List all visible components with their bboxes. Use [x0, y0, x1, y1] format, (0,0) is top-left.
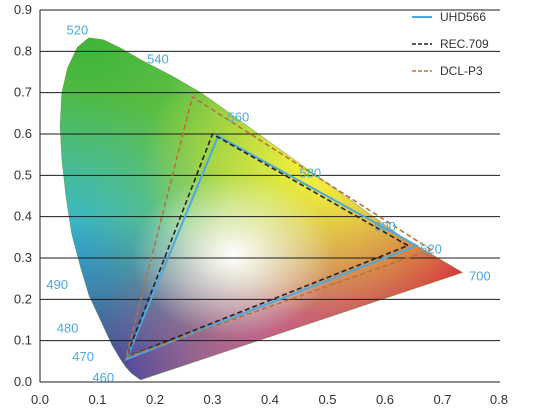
- wavelength-label-540: 540: [147, 52, 169, 67]
- y-tick-label-6: 0.6: [14, 126, 32, 141]
- gamut-triangles: [124, 95, 433, 362]
- wavelength-label-600: 600: [374, 219, 396, 234]
- y-tick-label-7: 0.7: [14, 85, 32, 100]
- wavelength-label-490: 490: [46, 277, 68, 292]
- y-tick-label-3: 0.3: [14, 250, 32, 265]
- spectral-locus-outline: [59, 37, 464, 381]
- y-tick-label-5: 0.5: [14, 167, 32, 182]
- wavelength-label-560: 560: [228, 109, 250, 124]
- x-tick-label-7: 0.7: [433, 392, 451, 407]
- gamut-dcl-p3: [125, 95, 433, 359]
- legend-label-2: DCL-P3: [440, 64, 483, 78]
- wavelength-label-520: 520: [67, 23, 89, 38]
- x-tick-label-1: 0.1: [88, 392, 106, 407]
- legend: UHD566 REC.709 DCL-P3: [412, 10, 489, 78]
- legend-label-0: UHD566: [440, 10, 486, 24]
- y-tick-label-0: 0.0: [14, 374, 32, 389]
- y-tick-label-4: 0.4: [14, 209, 32, 224]
- wavelength-label-580: 580: [299, 165, 321, 180]
- y-tick-label-8: 0.8: [14, 43, 32, 58]
- x-tick-label-6: 0.6: [376, 392, 394, 407]
- wavelength-label-620: 620: [420, 242, 442, 257]
- gamut-uhd566: [124, 134, 419, 362]
- wavelength-labels: 520 540 560 580 600 620 700 490 480 470 460: [46, 23, 490, 385]
- x-tick-label-8: 0.8: [490, 392, 508, 407]
- x-tick-label-5: 0.5: [318, 392, 336, 407]
- y-tick-labels: 0.0 0.1 0.2 0.3 0.4 0.5 0.6 0.7 0.8 0.9: [14, 2, 32, 389]
- x-tick-label-3: 0.3: [203, 392, 221, 407]
- gridlines: [40, 9, 500, 342]
- y-tick-label-2: 0.2: [14, 291, 32, 306]
- x-tick-label-4: 0.4: [261, 392, 279, 407]
- x-tick-label-2: 0.2: [146, 392, 164, 407]
- wavelength-label-470: 470: [72, 349, 94, 364]
- legend-label-1: REC.709: [440, 37, 489, 51]
- x-tick-labels: 0.0 0.1 0.2 0.3 0.4 0.5 0.6 0.7 0.8: [31, 392, 508, 407]
- y-tick-label-1: 0.1: [14, 333, 32, 348]
- x-tick-label-0: 0.0: [31, 392, 49, 407]
- wavelength-label-460: 460: [92, 370, 114, 385]
- wavelength-label-480: 480: [57, 320, 79, 335]
- axes: [39, 10, 500, 383]
- wavelength-label-700: 700: [469, 269, 491, 284]
- gamut-rec-709: [124, 132, 410, 359]
- y-tick-label-9: 0.9: [14, 2, 32, 17]
